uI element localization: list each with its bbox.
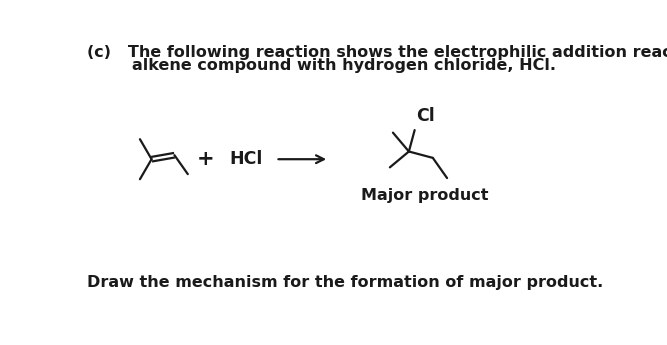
- Text: alkene compound with hydrogen chloride, HCl.: alkene compound with hydrogen chloride, …: [87, 58, 556, 73]
- Text: Draw the mechanism for the formation of major product.: Draw the mechanism for the formation of …: [87, 275, 604, 290]
- Text: +: +: [197, 149, 215, 169]
- Text: Cl: Cl: [416, 108, 435, 126]
- Text: Major product: Major product: [361, 188, 488, 203]
- Text: HCl: HCl: [229, 150, 263, 168]
- Text: (c)   The following reaction shows the electrophilic addition reaction between a: (c) The following reaction shows the ele…: [87, 45, 667, 60]
